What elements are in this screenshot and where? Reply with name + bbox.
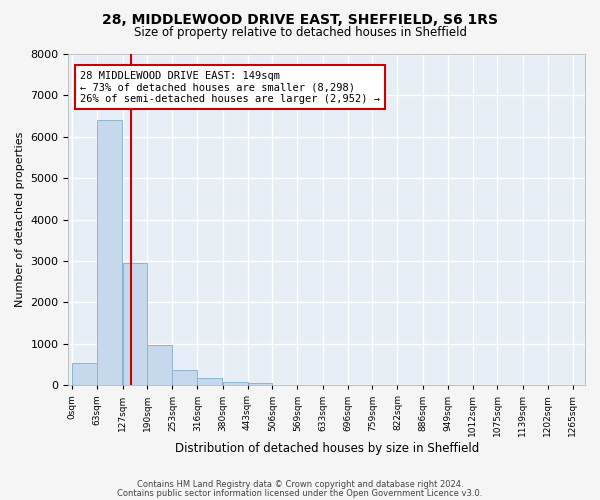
Bar [223,382,248,386]
X-axis label: Distribution of detached houses by size in Sheffield: Distribution of detached houses by size … [175,442,479,455]
Bar [172,370,197,386]
Text: 28, MIDDLEWOOD DRIVE EAST, SHEFFIELD, S6 1RS: 28, MIDDLEWOOD DRIVE EAST, SHEFFIELD, S6… [102,12,498,26]
Bar [148,344,172,386]
Bar [73,362,97,386]
Bar [97,120,122,386]
Text: Contains public sector information licensed under the Open Government Licence v3: Contains public sector information licen… [118,488,482,498]
Bar [197,378,222,386]
Text: Contains HM Land Registry data © Crown copyright and database right 2024.: Contains HM Land Registry data © Crown c… [137,480,463,489]
Text: 28 MIDDLEWOOD DRIVE EAST: 149sqm
← 73% of detached houses are smaller (8,298)
26: 28 MIDDLEWOOD DRIVE EAST: 149sqm ← 73% o… [80,70,380,104]
Bar [122,263,148,386]
Bar [248,383,272,386]
Text: Size of property relative to detached houses in Sheffield: Size of property relative to detached ho… [133,26,467,39]
Y-axis label: Number of detached properties: Number of detached properties [15,132,25,308]
